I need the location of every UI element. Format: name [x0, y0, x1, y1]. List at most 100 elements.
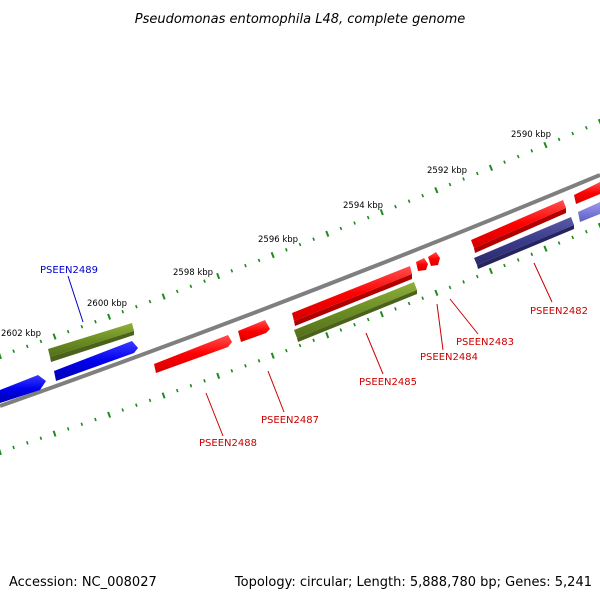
scale-tick	[0, 448, 2, 456]
scale-label-2602: 2602 kbp	[1, 329, 41, 339]
scale-tick	[379, 209, 384, 216]
scale-tick	[52, 430, 57, 437]
scale-tick	[434, 187, 439, 194]
gene-feature-pseen2488[interactable]	[154, 335, 232, 373]
gene-label-pseen2488: PSEEN2488	[199, 438, 257, 449]
scale-tick	[80, 422, 84, 427]
scale-tick	[80, 324, 84, 329]
scale-tick	[66, 427, 70, 431]
scale-tick	[216, 372, 221, 380]
scale-tick	[107, 313, 112, 320]
scale-tick	[462, 280, 465, 284]
scale-tick	[366, 215, 370, 220]
scale-tick	[557, 137, 561, 142]
scale-tick	[0, 353, 2, 360]
scale-tick	[488, 164, 494, 171]
scale-tick	[379, 311, 384, 318]
scale-tick	[52, 333, 57, 340]
leader-pseen2483	[449, 298, 479, 335]
accession-text: Accession: NC_008027	[9, 575, 157, 590]
leader-pseen2485	[365, 332, 384, 375]
inner-scale-ticks	[0, 222, 600, 456]
scale-tick	[230, 369, 234, 373]
scale-tick	[161, 392, 166, 399]
scale-tick	[488, 267, 493, 275]
scale-tick	[503, 160, 506, 164]
scale-tick	[421, 193, 425, 198]
scale-tick	[148, 398, 152, 403]
scale-tick	[475, 171, 479, 176]
scale-tick	[39, 436, 43, 441]
scale-tick	[230, 269, 234, 273]
scale-tick	[285, 348, 288, 353]
scale-tick	[584, 229, 588, 234]
scale-tick	[298, 343, 302, 348]
gene-feature-right-edge-top[interactable]	[574, 182, 600, 204]
scale-tick	[571, 131, 575, 136]
scale-tick	[597, 118, 600, 125]
gene-feature-pseen2487[interactable]	[238, 320, 270, 342]
scale-tick	[543, 245, 548, 252]
scale-tick	[12, 349, 15, 353]
scale-label-2592: 2592 kbp	[427, 166, 467, 176]
scale-tick	[475, 274, 479, 279]
scale-tick	[543, 141, 548, 149]
leader-pseen2487	[267, 370, 285, 413]
outer-scale-ticks	[0, 118, 600, 360]
scale-tick	[189, 284, 193, 289]
gene-feature-navy[interactable]	[474, 217, 574, 269]
map-title: Pseudomonas entomophila L48, complete ge…	[135, 12, 466, 27]
scale-tick	[175, 388, 179, 393]
gene-feature-olive-2[interactable]	[294, 282, 417, 342]
gene-feature-pseen2489[interactable]	[48, 323, 134, 362]
leader-pseen2488	[205, 392, 224, 437]
scale-tick	[39, 339, 43, 344]
scale-tick	[448, 182, 452, 187]
scale-tick	[121, 309, 125, 314]
scale-tick	[448, 285, 452, 290]
scale-label-2600: 2600 kbp	[87, 299, 127, 309]
scale-tick	[285, 248, 288, 252]
scale-tick	[121, 408, 125, 412]
scale-tick	[312, 338, 315, 343]
scale-tick	[434, 289, 439, 296]
scale-tick	[175, 289, 179, 294]
scale-tick	[257, 258, 261, 263]
scale-tick	[244, 364, 247, 368]
leader-pseen2482	[533, 262, 553, 303]
scale-tick	[530, 252, 534, 257]
scale-label-2594: 2594 kbp	[343, 201, 383, 211]
scale-tick	[257, 359, 261, 363]
scale-label-2590: 2590 kbp	[511, 130, 551, 140]
scale-tick	[339, 328, 343, 332]
genome-backbone	[0, 173, 600, 408]
gene-label-pseen2485: PSEEN2485	[359, 377, 417, 388]
scale-tick	[203, 279, 206, 283]
scale-tick	[394, 204, 397, 209]
scale-tick	[571, 235, 575, 240]
scale-tick	[270, 251, 275, 259]
gene-feature-pseen2482[interactable]	[471, 200, 566, 253]
scale-tick	[353, 322, 356, 327]
scale-tick	[462, 177, 465, 181]
scale-tick	[94, 417, 97, 422]
gene-label-pseen2483: PSEEN2483	[456, 337, 514, 348]
scale-tick	[135, 403, 138, 407]
gene-feature-blue-2[interactable]	[54, 341, 138, 381]
scale-tick	[353, 221, 356, 225]
gene-feature-pseen2485[interactable]	[292, 266, 412, 326]
scale-tick	[339, 226, 343, 231]
gene-feature-pseen2484[interactable]	[416, 258, 428, 271]
gene-feature-blue-left[interactable]	[0, 375, 46, 403]
scale-tick	[597, 222, 600, 229]
gene-feature-lavender[interactable]	[578, 202, 600, 222]
gene-feature-pseen2483[interactable]	[428, 252, 440, 266]
scale-tick	[325, 230, 330, 237]
scale-label-2596: 2596 kbp	[258, 235, 298, 245]
scale-tick	[66, 329, 70, 334]
scale-tick	[26, 441, 29, 445]
scale-tick	[203, 379, 206, 383]
scale-tick	[407, 199, 411, 203]
scale-tick	[503, 263, 506, 268]
